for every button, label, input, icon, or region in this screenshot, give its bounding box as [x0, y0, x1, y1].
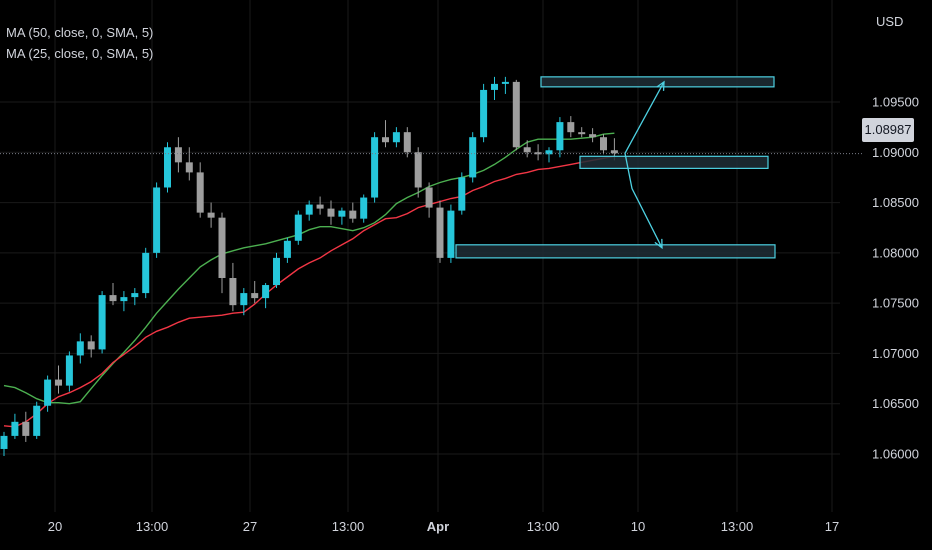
- candle-bull: [262, 285, 270, 299]
- arrow-head: [654, 238, 663, 250]
- candle-bear: [196, 172, 204, 213]
- candle-bear: [229, 278, 237, 306]
- candle-bear: [55, 379, 62, 386]
- candle-bear: [251, 293, 259, 299]
- zones-layer[interactable]: [455, 76, 776, 259]
- candle-bear: [327, 208, 335, 217]
- zone-box[interactable]: [579, 155, 769, 169]
- candle-bear: [109, 295, 117, 302]
- candle-bull: [164, 147, 171, 188]
- candle-bull: [305, 204, 313, 215]
- candle-bear: [316, 204, 324, 209]
- last-price-tag: 1.08987: [862, 118, 914, 142]
- candle-bear: [22, 421, 30, 436]
- candle-bear: [589, 134, 597, 138]
- projection-arrow[interactable]: [624, 153, 663, 249]
- candle-bull: [283, 240, 291, 258]
- candle-bull: [120, 297, 128, 302]
- candle-bear: [600, 137, 607, 151]
- indicator-legend: MA (50, close, 0, SMA, 5) MA (25, close,…: [6, 22, 153, 64]
- legend-ma25[interactable]: MA (25, close, 0, SMA, 5): [6, 46, 154, 61]
- price-tick-label: 1.08500: [872, 195, 919, 210]
- candle-bull: [480, 89, 488, 138]
- time-tick-label: 13:00: [332, 519, 365, 534]
- candle-bull: [491, 83, 498, 90]
- candle-bull: [360, 197, 368, 219]
- price-axis[interactable]: 1.06000 1.06500 1.07000 1.07500 1.08000 1.085…: [872, 95, 919, 462]
- candle-bull: [458, 177, 466, 211]
- candle-bull: [11, 421, 19, 436]
- candle-bull: [545, 150, 553, 155]
- candle-bull: [153, 187, 161, 253]
- price-tick-label: 1.07000: [872, 346, 919, 361]
- candle-bull: [131, 293, 139, 298]
- candle-bear: [349, 210, 357, 219]
- candle-bull: [501, 81, 509, 84]
- price-tick-label: 1.08000: [872, 245, 919, 260]
- price-tick-label: 1.06000: [872, 447, 919, 462]
- candle-bear: [218, 217, 226, 278]
- candle-bear: [403, 132, 411, 153]
- candles-layer: [0, 76, 618, 457]
- time-tick-label: 13:00: [527, 519, 560, 534]
- candle-bear: [382, 137, 389, 143]
- price-tick-label: 1.09500: [872, 95, 919, 110]
- time-axis[interactable]: 20 13:00 27 13:00 Apr 13:00 10 13:00 17: [48, 519, 839, 534]
- candle-bull: [98, 295, 106, 350]
- ma50-layer: [3, 132, 615, 405]
- candle-bull: [76, 341, 84, 356]
- candle-bear: [578, 132, 586, 135]
- candle-bull: [371, 137, 379, 198]
- candle-bull: [44, 379, 52, 406]
- arrows-layer[interactable]: [624, 80, 665, 250]
- time-tick-label: 20: [48, 519, 62, 534]
- candle-bear: [185, 162, 193, 173]
- candle-bear: [207, 212, 215, 218]
- candle-bear: [567, 122, 575, 133]
- candle-bear: [436, 207, 444, 258]
- candle-bear: [512, 81, 520, 148]
- projection-arrow[interactable]: [624, 81, 665, 154]
- time-tick-label: 27: [243, 519, 257, 534]
- candle-bull: [65, 355, 73, 386]
- candle-bear: [414, 152, 422, 188]
- time-tick-label: Apr: [427, 519, 449, 534]
- candle-bull: [447, 210, 455, 258]
- time-tick-label: 17: [825, 519, 839, 534]
- time-tick-label: 13:00: [136, 519, 169, 534]
- candle-bull: [294, 214, 302, 241]
- ma50-line: [3, 132, 615, 405]
- ma25-line: [3, 155, 615, 428]
- candle-bear: [174, 147, 182, 163]
- candle-bull: [556, 122, 564, 151]
- time-tick-label: 10: [631, 519, 645, 534]
- ma25-layer: [3, 155, 615, 428]
- currency-label: USD: [876, 14, 904, 29]
- candle-bull: [142, 252, 150, 294]
- price-tick-label: 1.07500: [872, 296, 919, 311]
- price-tick-label: 1.06500: [872, 396, 919, 411]
- candle-bear: [610, 150, 618, 154]
- price-tick-label: 1.09000: [872, 145, 919, 160]
- zone-box[interactable]: [455, 244, 776, 259]
- candle-bear: [425, 187, 433, 208]
- candle-bear: [523, 147, 531, 153]
- candle-bull: [0, 435, 8, 449]
- candle-bull: [33, 405, 41, 436]
- candle-bull: [392, 132, 400, 143]
- candle-bull: [240, 293, 248, 306]
- candle-bull: [273, 257, 280, 286]
- candle-bear: [534, 152, 542, 155]
- arrow-head: [656, 80, 665, 91]
- candle-bull: [338, 210, 346, 217]
- candle-bear: [87, 341, 95, 350]
- candle-bull: [469, 137, 477, 178]
- zone-box[interactable]: [540, 76, 775, 88]
- time-tick-label: 13:00: [721, 519, 754, 534]
- legend-ma50[interactable]: MA (50, close, 0, SMA, 5): [6, 25, 154, 40]
